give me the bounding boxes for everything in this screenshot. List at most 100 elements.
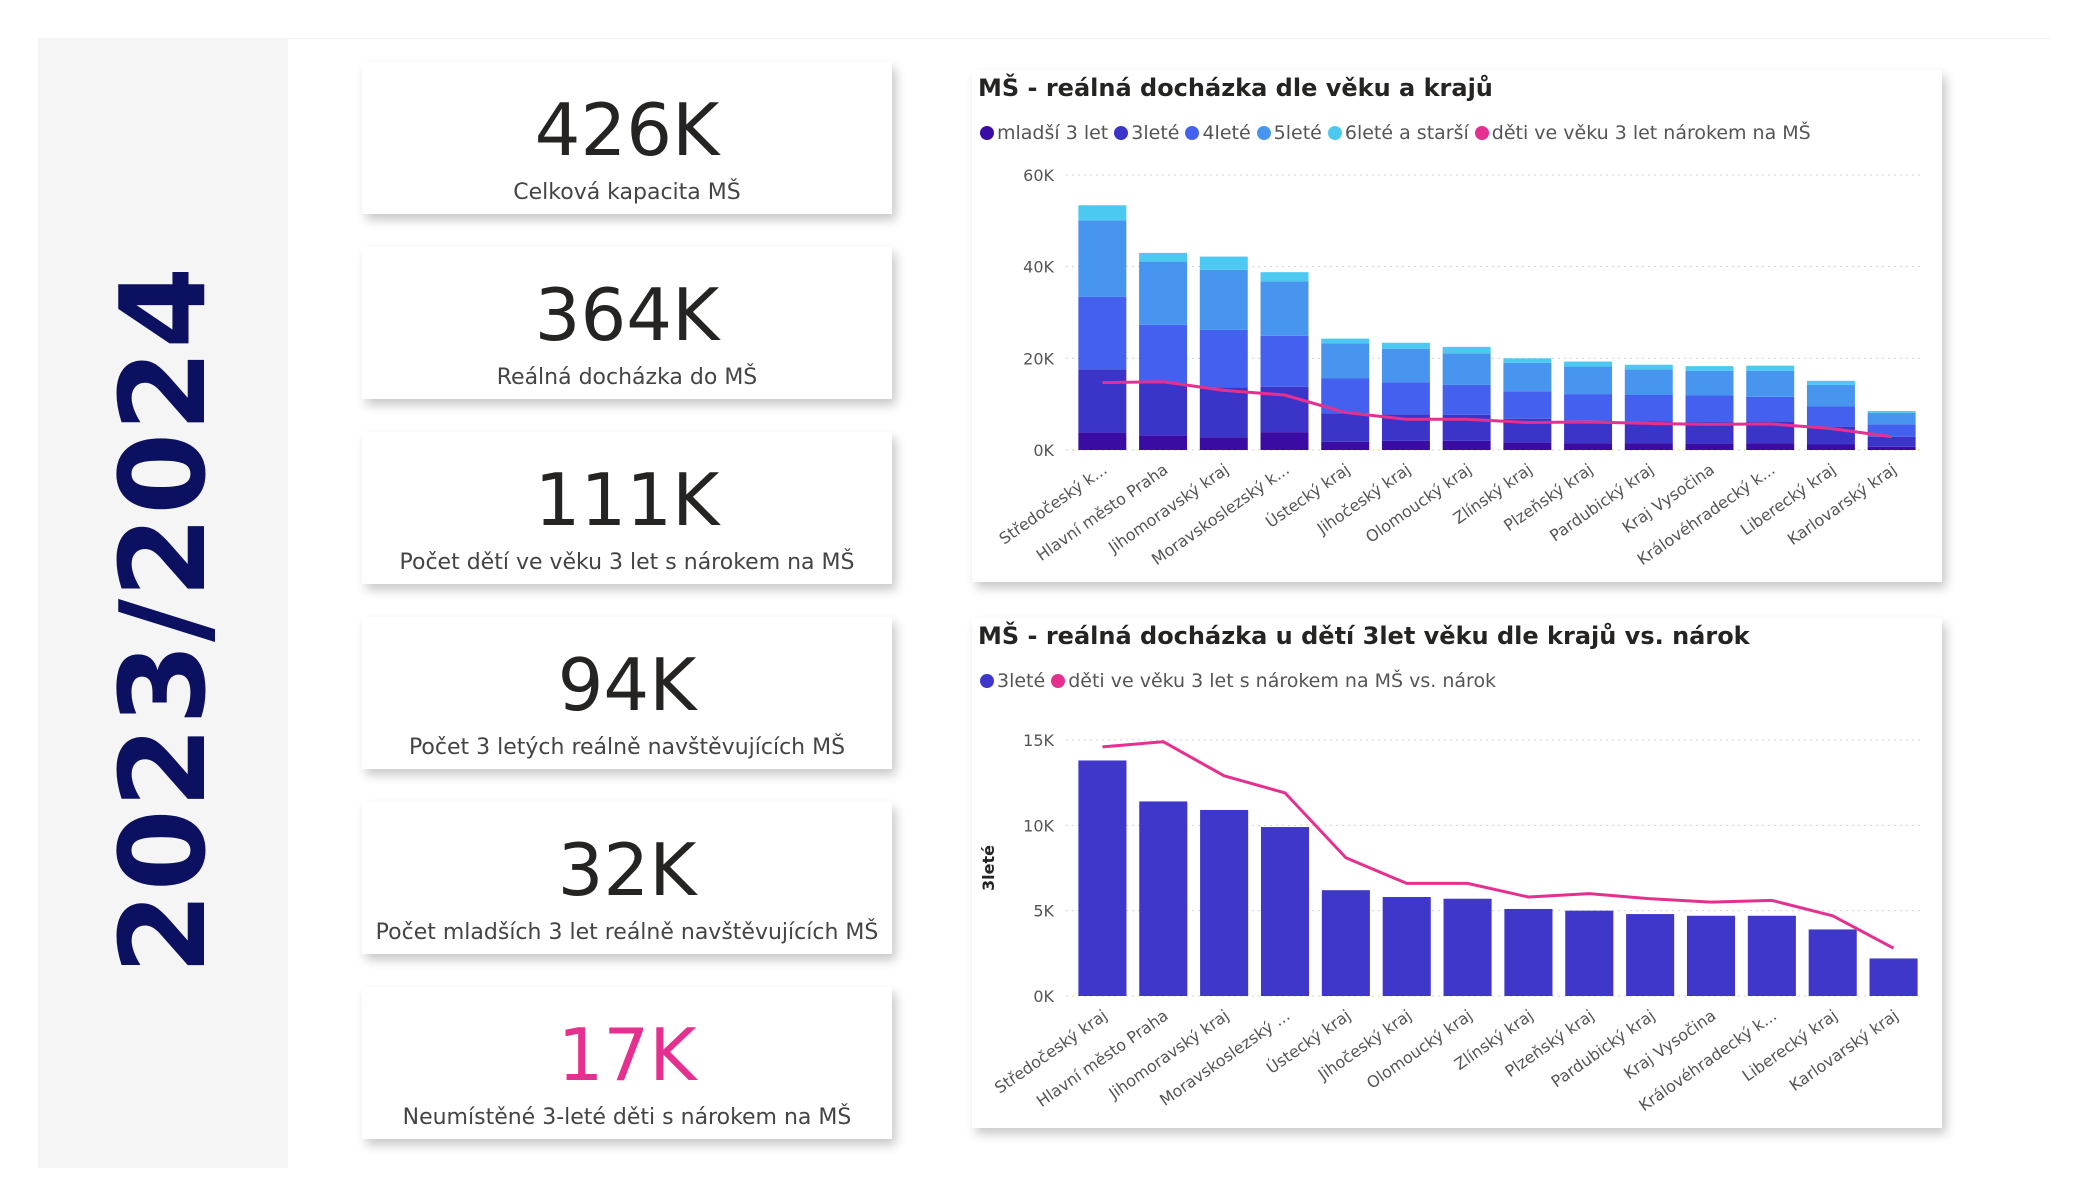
bar-segment	[1443, 898, 1492, 996]
kpi-label: Počet dětí ve věku 3 let s nárokem na MŠ	[399, 550, 855, 575]
bar-segment	[1442, 440, 1491, 450]
legend-label: 3leté	[1131, 122, 1180, 144]
bar-segment	[1564, 443, 1613, 450]
bar-segment	[1564, 361, 1613, 367]
bar-segment	[1139, 324, 1188, 384]
line-series	[1102, 380, 1892, 439]
bar-segment	[1442, 384, 1491, 415]
chart-panel-3yo-vs-entitlement[interactable]: MŠ - reálná docházka u dětí 3let věku dl…	[972, 618, 1942, 1128]
kpi-value: 364K	[534, 273, 720, 357]
kpi-card-entitled-3yo[interactable]: 111K Počet dětí ve věku 3 let s nárokem …	[362, 432, 892, 584]
chart-title: MŠ - reálná docházka dle věku a krajů	[978, 74, 1493, 102]
bar-segment	[1139, 801, 1188, 996]
legend-item[interactable]: 6leté a starší	[1327, 122, 1469, 144]
legend-item[interactable]: 3leté	[1114, 122, 1179, 144]
legend-dot-icon	[1327, 126, 1342, 140]
bar-segment	[1564, 394, 1613, 421]
bar-segment	[1442, 353, 1491, 385]
bar-segment	[1867, 446, 1916, 450]
bar-segment	[1381, 348, 1430, 383]
y-axis-label: 3leté	[979, 845, 998, 891]
y-tick-label: 10K	[1023, 816, 1054, 835]
bar-segment	[1321, 890, 1370, 996]
bar-segment	[1746, 443, 1795, 450]
bar-segment	[1139, 435, 1188, 450]
kpi-card-unplaced-3yo[interactable]: 17K Neumístěné 3-leté děti s nárokem na …	[362, 987, 892, 1139]
bar-segment	[1746, 421, 1795, 444]
kpi-value: 426K	[534, 88, 720, 172]
bar-segment	[1504, 908, 1553, 996]
bar-segment	[1442, 346, 1491, 354]
legend-dot-icon	[980, 674, 994, 688]
bar-segment	[1321, 343, 1370, 379]
legend-item[interactable]: 4leté	[1185, 122, 1251, 144]
chart-legend: 3leté děti ve věku 3 let s nárokem na MŠ…	[980, 670, 1496, 692]
bar-segment	[1078, 432, 1127, 450]
legend-item[interactable]: 5leté	[1256, 122, 1322, 144]
y-tick-label: 40K	[1023, 258, 1054, 277]
legend-label: děti ve věku 3 let nárokem na MŠ	[1491, 122, 1811, 144]
kpi-value: 111K	[534, 458, 720, 542]
legend-item[interactable]: 3leté	[980, 670, 1045, 692]
bar-segment	[1321, 441, 1370, 450]
bar-segment	[1503, 442, 1552, 450]
bar-segment	[1381, 382, 1430, 415]
legend-label: 6leté a starší	[1344, 122, 1469, 144]
kpi-label: Počet mladších 3 let reálně navštěvující…	[375, 920, 879, 945]
y-tick-label: 15K	[1023, 731, 1054, 750]
bar-segment	[1685, 443, 1734, 450]
bar-segment	[1078, 296, 1127, 370]
kpi-label: Reálná docházka do MŠ	[496, 365, 758, 390]
legend-item[interactable]: děti ve věku 3 let nárokem na MŠ	[1474, 122, 1811, 144]
legend-label: 4leté	[1202, 122, 1251, 144]
x-tick-label: Pardubický kraj	[1548, 1006, 1659, 1092]
line-series	[1102, 740, 1895, 950]
kpi-label: Počet 3 letých reálně navštěvujících MŠ	[408, 735, 846, 760]
bar-segment	[1867, 436, 1916, 447]
bar-segment	[1078, 369, 1127, 433]
bar-segment	[1200, 809, 1249, 996]
bar-segment	[1199, 256, 1248, 270]
school-year-label: 2023/2024	[94, 265, 232, 975]
legend-label: mladší 3 let	[997, 122, 1109, 144]
x-tick-label: Pardubický kraj	[1546, 460, 1657, 546]
bar-segment	[1564, 420, 1613, 444]
bar-segment	[1503, 391, 1552, 419]
y-tick-label: 0K	[1033, 441, 1054, 460]
x-tick-label: Olomoucký kraj	[1363, 1006, 1476, 1093]
legend-label: 5leté	[1273, 122, 1322, 144]
chart-panel-attendance-by-age[interactable]: MŠ - reálná docházka dle věku a krajů ml…	[972, 70, 1942, 582]
bar-segment	[1503, 418, 1552, 443]
legend-dot-icon	[1185, 126, 1200, 140]
bar-segment	[1139, 261, 1188, 325]
bar-segment	[1685, 395, 1734, 423]
legend-item[interactable]: mladší 3 let	[980, 122, 1108, 144]
kpi-card-total-capacity[interactable]: 426K Celková kapacita MŠ	[362, 62, 892, 214]
legend-label: 3leté	[997, 670, 1046, 692]
kpi-label: Neumístěné 3-leté děti s nárokem na MŠ	[402, 1105, 852, 1130]
bar-segment	[1564, 366, 1613, 395]
bar-segment	[1869, 958, 1918, 996]
legend-item[interactable]: děti ve věku 3 let s nárokem na MŠ vs. n…	[1051, 670, 1496, 692]
bar-segment	[1867, 412, 1916, 425]
kpi-card-attending-3yo[interactable]: 94K Počet 3 letých reálně navštěvujících…	[362, 617, 892, 769]
bar-segment	[1746, 365, 1795, 371]
bar-segment	[1624, 421, 1673, 444]
bar-segment	[1624, 395, 1673, 422]
bar-segment	[1139, 252, 1188, 262]
bar-segment	[1078, 205, 1127, 221]
legend-dot-icon	[1256, 126, 1271, 140]
bar-segment	[1321, 413, 1370, 442]
kpi-value: 17K	[557, 1013, 697, 1097]
bar-segment	[1867, 411, 1916, 413]
bar-segment	[1806, 406, 1855, 427]
kpi-card-attending-under-3[interactable]: 32K Počet mladších 3 let reálně navštěvu…	[362, 802, 892, 954]
bar-segment	[1260, 335, 1309, 387]
legend-dot-icon	[1114, 126, 1129, 140]
bar-segment	[1503, 358, 1552, 363]
x-tick-label: Olomoucký kraj	[1362, 460, 1475, 547]
kpi-card-real-attendance[interactable]: 364K Reálná docházka do MŠ	[362, 247, 892, 399]
bar-segment	[1382, 897, 1431, 996]
